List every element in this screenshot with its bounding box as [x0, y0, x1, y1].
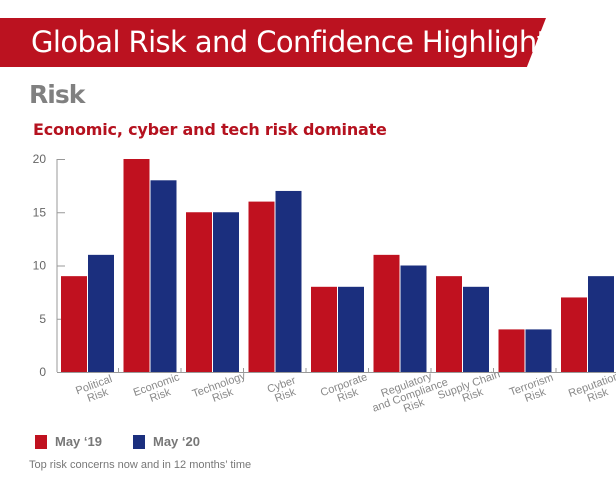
legend-swatch: [35, 434, 47, 449]
bar-may-19: [248, 201, 275, 372]
x-tick-label: ReputationRisk: [567, 370, 616, 410]
chart-caption: Top risk concerns now and in 12 months’ …: [29, 459, 252, 471]
page-title: Global Risk and Confidence Highlights: [31, 25, 563, 59]
bar-may-20: [463, 286, 489, 372]
legend-label: May ‘19: [55, 434, 102, 449]
bar-may-20: [275, 190, 302, 372]
bar-may-19: [498, 329, 525, 372]
bar-may-19: [561, 297, 587, 372]
y-tick-label: 5: [39, 312, 46, 326]
bar-may-20: [400, 265, 427, 372]
y-tick-label: 20: [33, 152, 47, 166]
bar-may-19: [373, 254, 400, 372]
bar-may-19: [123, 159, 150, 372]
bar-may-20: [150, 180, 177, 372]
header-banner: [0, 18, 546, 67]
legend-item-may-20: May ‘20: [133, 434, 200, 449]
bar-may-20: [525, 329, 552, 372]
bar-may-20: [88, 254, 114, 372]
legend-item-may-19: May ‘19: [35, 434, 102, 449]
bar-may-19: [311, 286, 337, 372]
y-tick-label: 0: [39, 365, 46, 379]
y-tick-label: 15: [33, 205, 47, 219]
legend-swatch: [133, 434, 145, 449]
y-tick-label: 10: [33, 259, 47, 273]
x-tick-label: CyberRisk: [266, 374, 302, 406]
x-tick-label: TechnologyRisk: [191, 370, 252, 411]
bar-may-20: [338, 286, 364, 372]
legend-label: May ‘20: [153, 434, 200, 449]
x-tick-label: CorporateRisk: [319, 371, 373, 409]
x-tick-label: TerrorismRisk: [508, 372, 559, 409]
bar-may-20: [588, 276, 614, 372]
bar-may-19: [186, 212, 212, 372]
bar-may-19: [61, 276, 87, 372]
x-tick-label: PoliticalRisk: [74, 373, 117, 408]
x-tick-label: EconomicRisk: [132, 371, 186, 409]
bar-may-19: [436, 276, 462, 372]
bar-may-20: [213, 212, 239, 372]
section-title: Risk: [29, 80, 85, 109]
x-tick-label: Supply ChainRisk: [436, 368, 505, 412]
chart-title: Economic, cyber and tech risk dominate: [33, 120, 387, 139]
